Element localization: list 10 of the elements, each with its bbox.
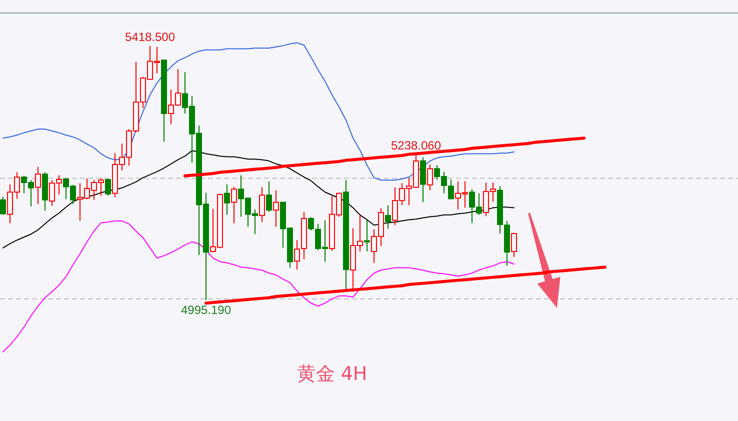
annotation: 5418.500 <box>124 30 176 44</box>
candlestick <box>364 220 370 252</box>
candlestick <box>385 204 391 230</box>
annotation: 4995.190 <box>180 303 232 317</box>
candlestick <box>273 190 279 228</box>
candlestick <box>259 186 265 223</box>
annotation: 5238.060 <box>390 138 442 152</box>
candlestick <box>35 166 41 205</box>
candlestick <box>224 184 230 216</box>
text: 黄金 4H <box>296 363 368 385</box>
